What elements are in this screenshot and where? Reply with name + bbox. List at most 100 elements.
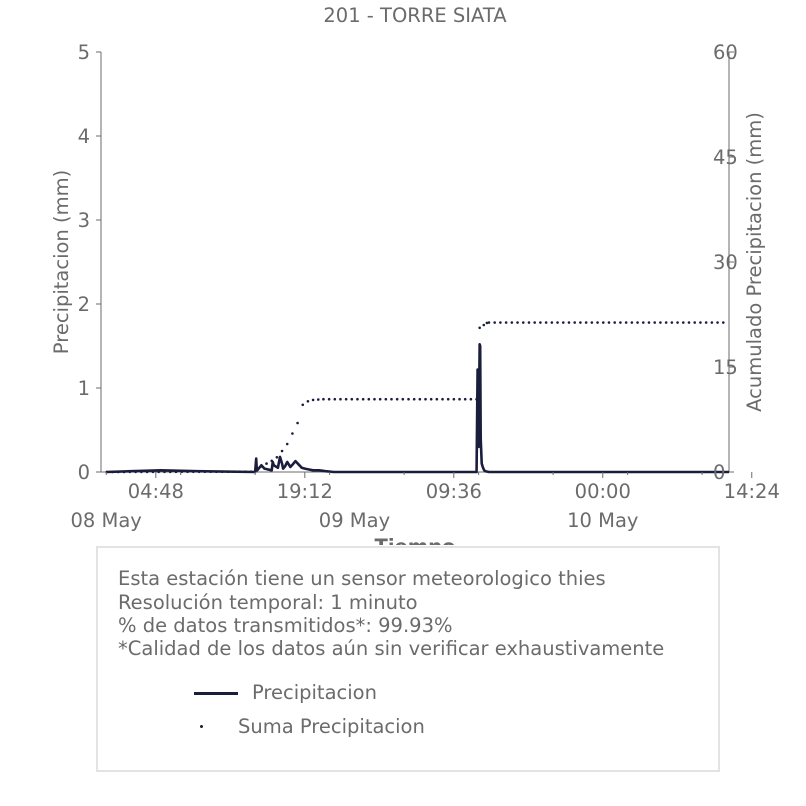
cumulative-series-dot xyxy=(516,321,519,324)
info-line-quality: *Calidad de los datos aún sin verificar … xyxy=(118,637,665,660)
cumulative-series-dot xyxy=(630,321,634,324)
cumulative-series-dot xyxy=(636,321,639,324)
cumulative-series-dot xyxy=(384,397,388,401)
cumulative-series-dot xyxy=(573,321,576,324)
y-tick-label: 2 xyxy=(78,293,90,316)
cumulative-series-dot xyxy=(128,470,132,474)
cumulative-series-dot xyxy=(607,321,611,324)
cumulative-series-dot xyxy=(641,321,645,324)
cumulative-series-dot xyxy=(140,470,143,474)
cumulative-series-dot xyxy=(584,321,588,324)
y-tick-label: 4 xyxy=(78,125,90,148)
cumulative-series-dot xyxy=(463,397,467,401)
cumulative-series-dot xyxy=(441,397,444,401)
cumulative-series-dot xyxy=(197,470,201,474)
y-tick-label: 0 xyxy=(78,461,90,484)
cumulative-series-dot xyxy=(710,321,714,324)
cumulative-series-dot xyxy=(693,321,697,324)
cumulative-series-dot xyxy=(134,470,137,474)
cumulative-series-dot xyxy=(556,321,559,324)
x-tick-label: 14:24 xyxy=(724,480,780,503)
cumulative-series-dot xyxy=(527,321,531,324)
cumulative-series-dot xyxy=(624,321,628,324)
cumulative-series-dot xyxy=(521,321,525,324)
cumulative-series-dot xyxy=(186,470,189,474)
cumulative-series-dot xyxy=(163,470,166,474)
cumulative-series-dot xyxy=(544,321,548,324)
cumulative-series-dot xyxy=(203,470,207,474)
y-axis-label: Precipitacion (mm) xyxy=(50,170,73,354)
cumulative-series-dot xyxy=(111,470,114,474)
info-line-resolution: Resolución temporal: 1 minuto xyxy=(118,591,418,614)
precipitation-series-line xyxy=(106,343,729,474)
cumulative-series-dot xyxy=(260,465,263,468)
x-tick-label: 09:36 xyxy=(426,480,482,503)
cumulative-series-dot xyxy=(670,321,674,324)
cumulative-series-dot xyxy=(482,323,486,327)
info-line-sensor: Esta estación tiene un sensor meteorolog… xyxy=(118,567,606,590)
cumulative-series-dot xyxy=(499,321,502,324)
cumulative-series-dot xyxy=(265,462,268,465)
legend-line-swatch xyxy=(194,692,238,695)
cumulative-series-dot xyxy=(613,321,616,324)
cumulative-series-dot xyxy=(145,470,149,474)
cumulative-series-dot xyxy=(412,397,416,401)
cumulative-series-dot xyxy=(458,397,461,401)
cumulative-series-dot xyxy=(291,432,294,435)
cumulative-series-dot xyxy=(681,321,685,324)
x-tick-label: 04:48 xyxy=(128,480,184,503)
cumulative-series-dot xyxy=(275,456,279,459)
cumulative-series-dot xyxy=(174,470,178,474)
legend-dot-swatch xyxy=(200,725,203,728)
cumulative-series-dot xyxy=(485,321,489,325)
cumulative-series-dot xyxy=(699,321,702,324)
plot-marks xyxy=(105,321,729,474)
cumulative-series-dot xyxy=(716,321,719,324)
cumulative-series-dot xyxy=(117,470,120,474)
cumulative-series-dot xyxy=(579,321,582,324)
cumulative-series-dot xyxy=(311,398,315,402)
plot-axes xyxy=(100,52,730,473)
cumulative-series-dot xyxy=(601,321,605,324)
cumulative-series-dot xyxy=(378,397,382,401)
cumulative-series-dot xyxy=(157,470,160,474)
chart-title: 201 - TORRE SIATA xyxy=(323,4,507,27)
cumulative-series-dot xyxy=(270,459,274,463)
info-line-transmitted: % de datos transmitidos*: 99.93% xyxy=(118,614,453,637)
x-axis-label: Tiempo xyxy=(375,535,456,545)
cumulative-series-dot xyxy=(653,321,657,324)
cumulative-series-dot xyxy=(192,470,195,474)
cumulative-series-dot xyxy=(687,321,691,324)
cumulative-series-dot xyxy=(215,470,218,474)
cumulative-series-dot xyxy=(361,397,365,401)
x-date-label: 09 May xyxy=(319,509,390,532)
cumulative-series-dot xyxy=(435,397,439,401)
cumulative-series-dot xyxy=(373,397,376,401)
cumulative-series-dot xyxy=(243,470,247,473)
cumulative-series-dot xyxy=(539,321,542,324)
cumulative-series-dot xyxy=(469,397,473,401)
cumulative-series-dot xyxy=(280,449,284,453)
cumulative-series-dot xyxy=(285,442,289,446)
cumulative-series-dot xyxy=(704,321,708,324)
cumulative-series-dot xyxy=(475,397,478,401)
cumulative-series-dot xyxy=(647,321,651,324)
cumulative-series-dot xyxy=(504,321,508,324)
legend-label-suma: Suma Precipitacion xyxy=(238,715,425,738)
cumulative-series-dot xyxy=(220,470,224,474)
cumulative-series-dot xyxy=(226,470,230,474)
cumulative-series-dot xyxy=(356,397,359,401)
cumulative-series-dot xyxy=(390,397,393,401)
y2-tick-label: 45 xyxy=(713,146,738,169)
y-tick-label: 1 xyxy=(78,377,90,400)
cumulative-series-dot xyxy=(493,321,496,324)
cumulative-series-dot xyxy=(350,397,354,401)
cumulative-series-dot xyxy=(561,321,565,324)
cumulative-series-dot xyxy=(533,321,536,324)
cumulative-series-dot xyxy=(676,321,679,324)
cumulative-series-dot xyxy=(151,470,155,474)
cumulative-series-dot xyxy=(418,397,422,401)
